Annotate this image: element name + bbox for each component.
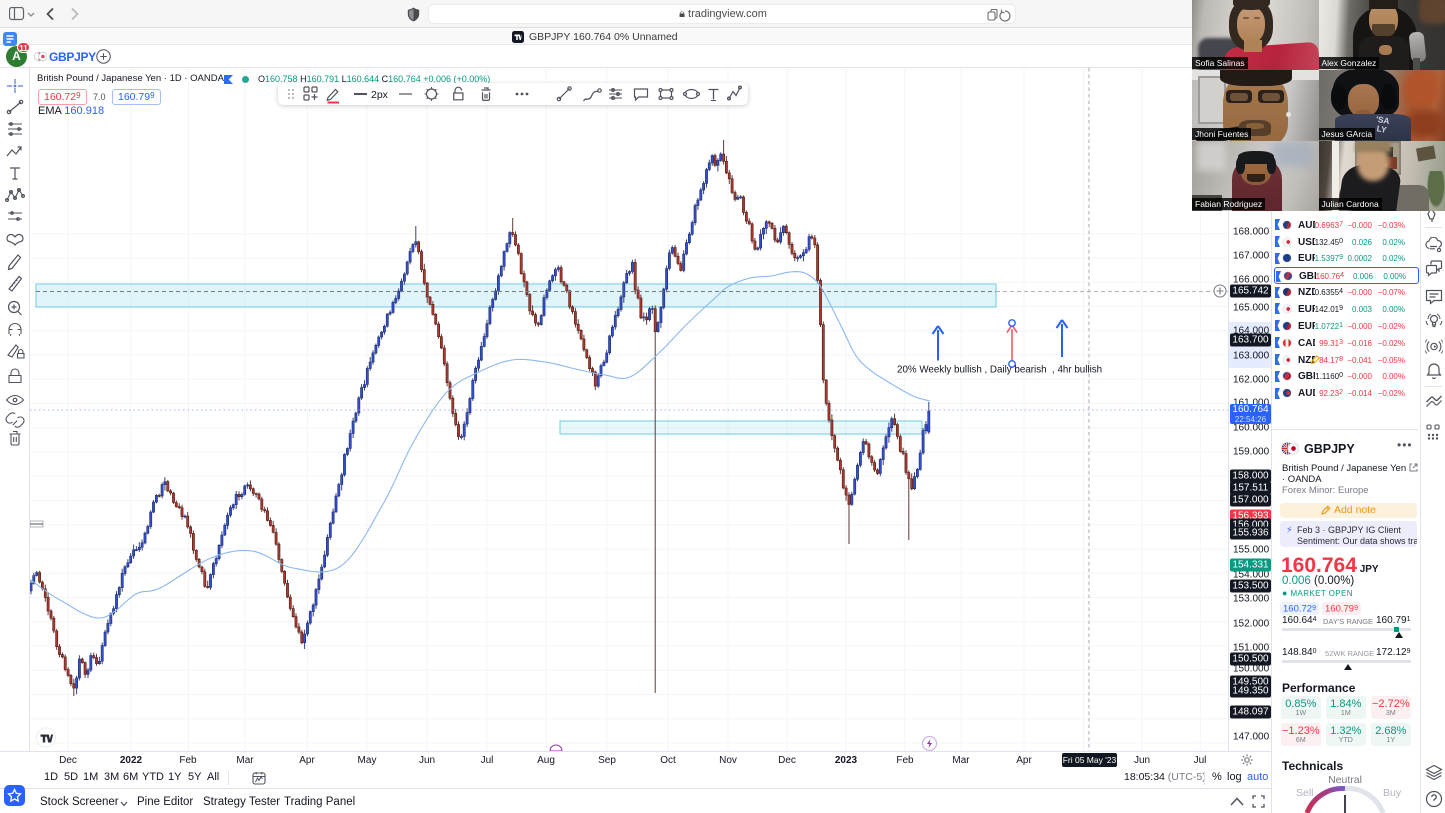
- svg-text:2px: 2px: [371, 89, 389, 101]
- svg-text:20% Weekly bullish , Daily bea: 20% Weekly bullish , Daily bearish , 4hr…: [897, 365, 1102, 376]
